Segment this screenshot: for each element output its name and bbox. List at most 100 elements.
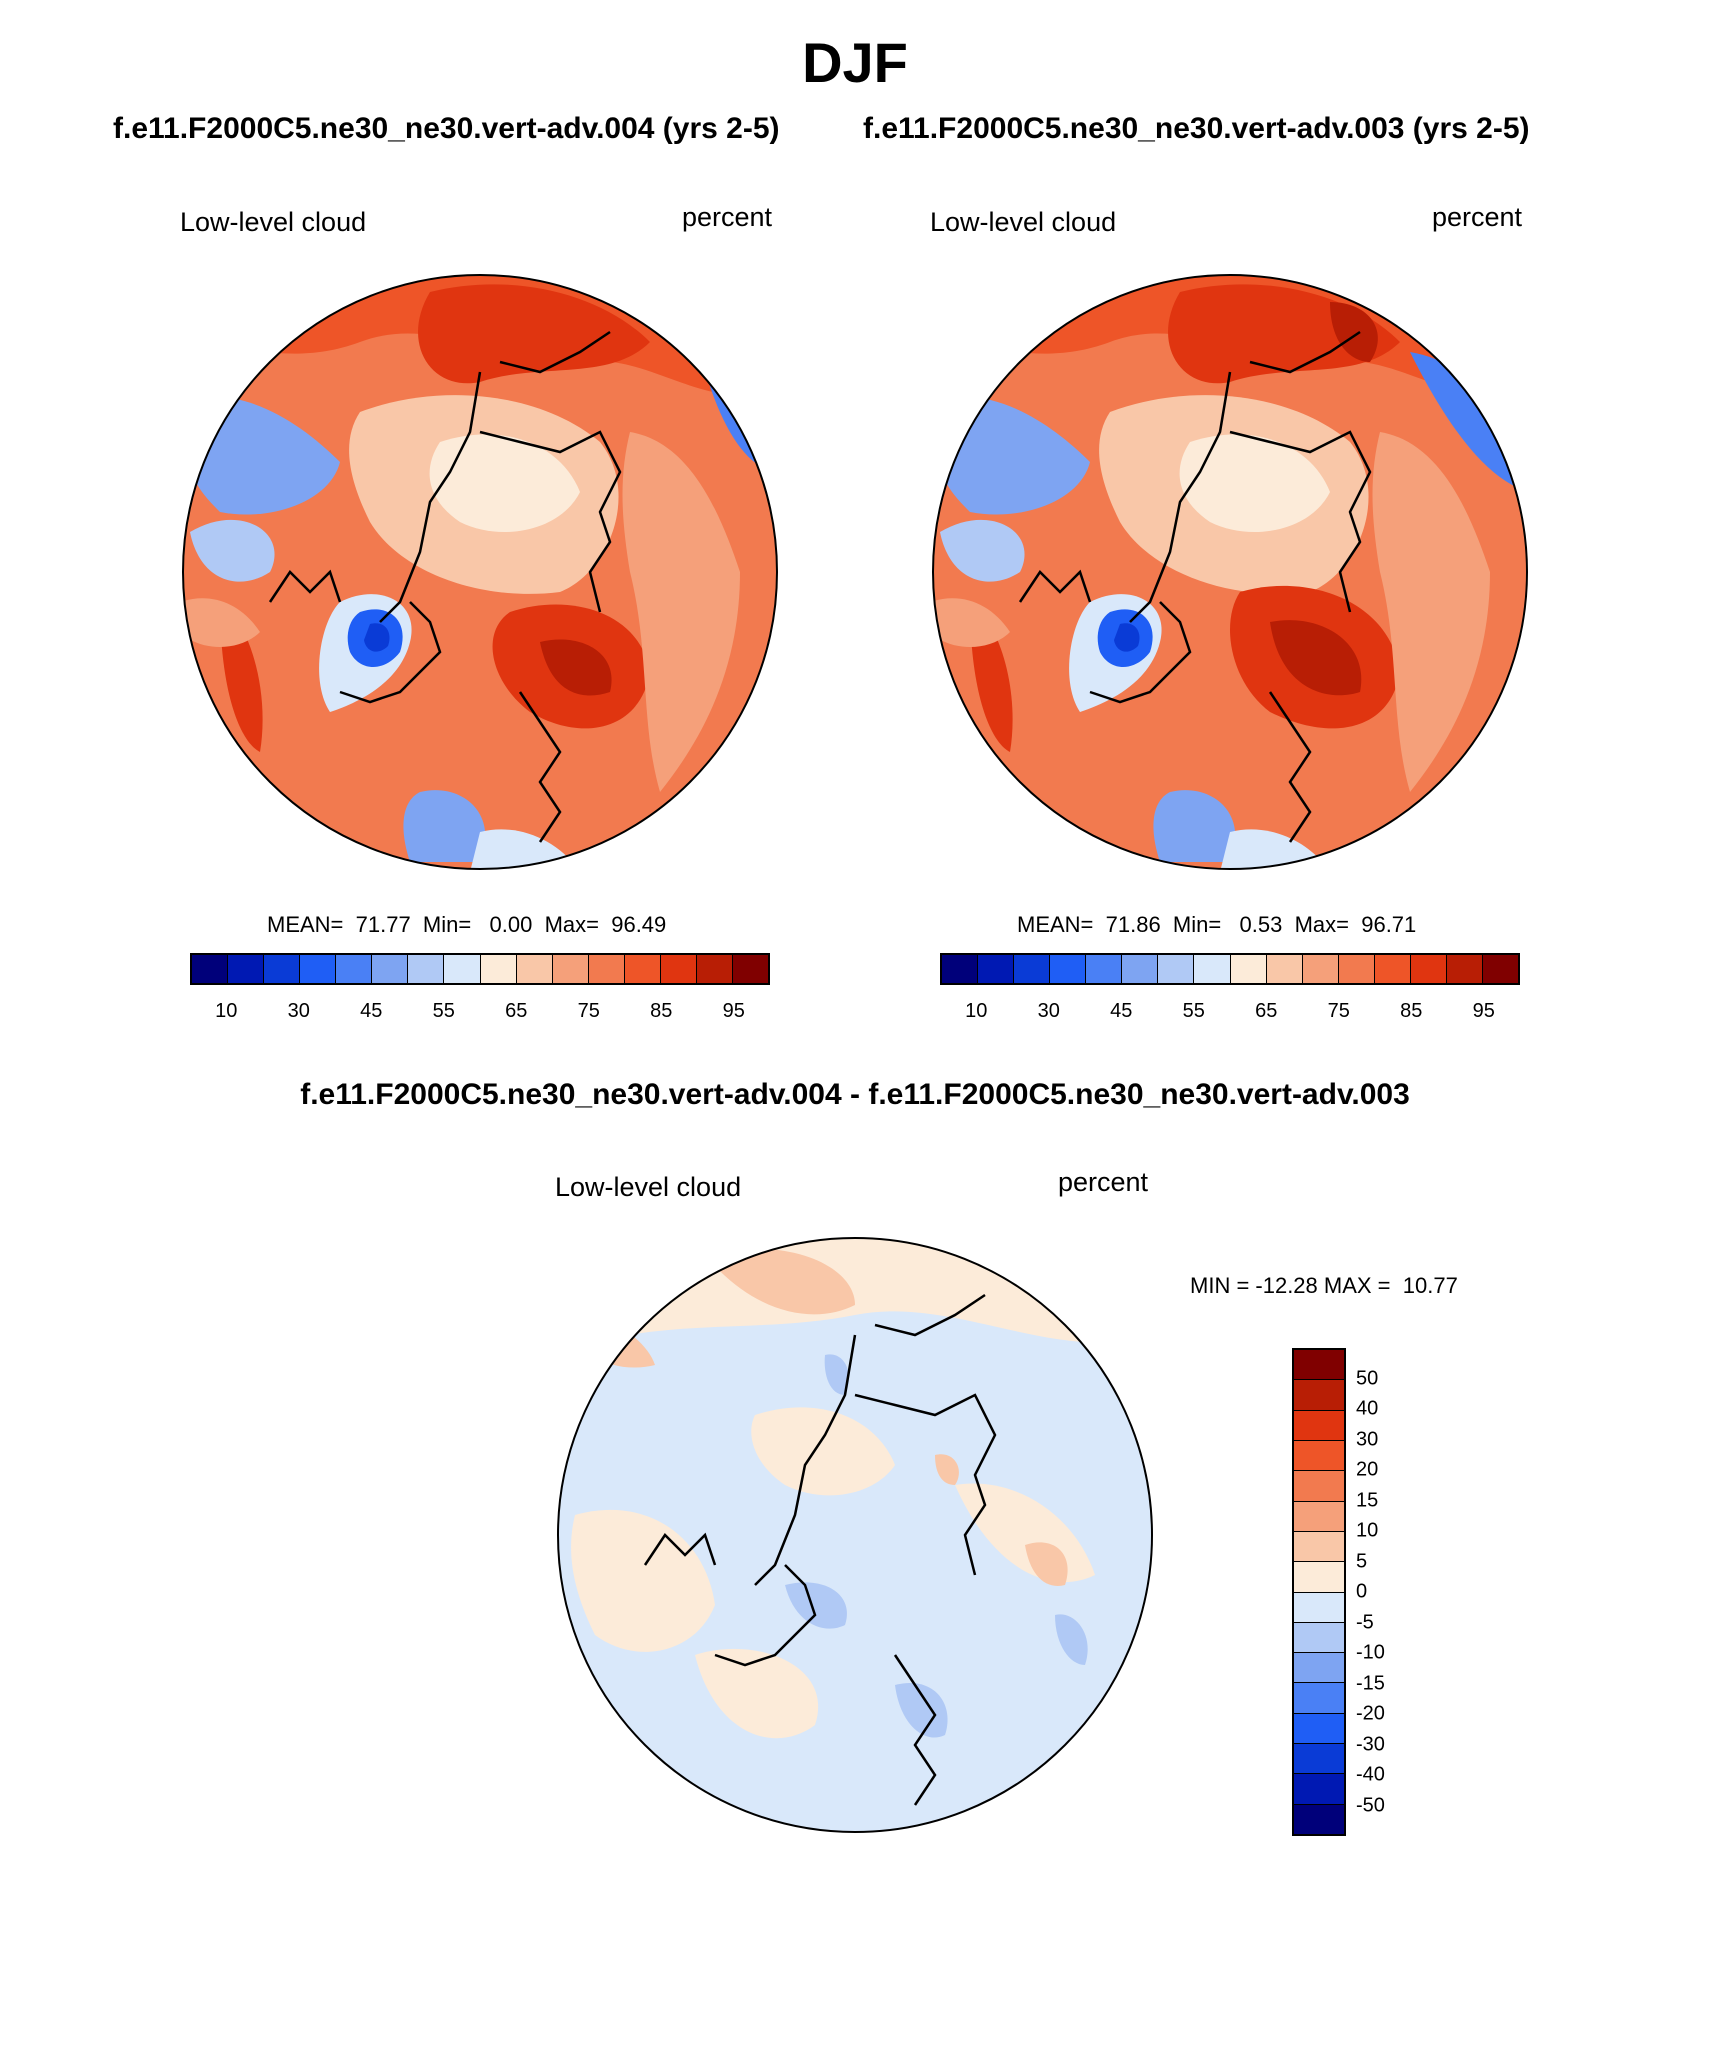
panel2-colorbar-swatch [1230, 955, 1267, 983]
diff-colorbar-tick-label: 20 [1356, 1458, 1379, 1481]
panel2-colorbar-swatch [1122, 955, 1159, 983]
panel1-colorbar-swatch [588, 955, 625, 983]
panel1-colorbar-swatch [480, 955, 517, 983]
panel1-colorbar-tick-label: 45 [360, 1000, 383, 1022]
panel1-colorbar-tick-label: 75 [577, 1000, 600, 1022]
panel2-colorbar-swatch [1086, 955, 1123, 983]
diff-colorbar-tick-label: -20 [1356, 1702, 1385, 1725]
diff-colorbar-swatch [1294, 1622, 1344, 1654]
panel2-colorbar-tick-label: 65 [1255, 1000, 1278, 1022]
panel1-colorbar-swatch [264, 955, 301, 983]
diff-colorbar-swatch [1294, 1501, 1344, 1532]
diff-colorbar-swatch [1294, 1592, 1344, 1623]
diff-colorbar-tick-label: -40 [1356, 1763, 1385, 1786]
panel2-case-title: f.e11.F2000C5.ne30_ne30.vert-adv.003 (yr… [863, 112, 1530, 145]
panel2-colorbar-tick-label: 55 [1182, 1000, 1205, 1022]
panel1-colorbar-tick-label: 65 [505, 1000, 528, 1022]
diff-colorbar-swatch [1294, 1562, 1344, 1593]
diff-colorbar-swatch [1294, 1440, 1344, 1472]
panel1-colorbar-swatch [192, 955, 229, 983]
panel1-colorbar-tick-label: 95 [722, 1000, 745, 1022]
diff-colorbar-swatch [1294, 1653, 1344, 1684]
diff-colorbar-swatch [1294, 1531, 1344, 1563]
panel1-colorbar-swatch [300, 955, 337, 983]
diff-colorbar-swatch [1294, 1683, 1344, 1714]
panel1-colorbar-tick-label: 10 [215, 1000, 238, 1022]
diff-colorbar-tick-label: -5 [1356, 1611, 1374, 1633]
diff-units-label: percent [1058, 1167, 1149, 1197]
panel2-colorbar-swatch [942, 955, 979, 983]
panel1-colorbar-swatch [660, 955, 697, 983]
panel2-colorbar-swatch [1338, 955, 1375, 983]
panel1-colorbar-tick-label: 30 [287, 1000, 310, 1022]
diff-colorbar [1292, 1348, 1346, 1836]
diff-colorbar-labels: 50 40 30 20 15 10 5 0 -5 -10 -15 -20 -30 -40 -50 [1356, 1348, 1416, 1836]
panel2-colorbar-swatch [1302, 955, 1339, 983]
panel2-colorbar-tick-label: 45 [1110, 1000, 1133, 1022]
panel1-case-title: f.e11.F2000C5.ne30_ne30.vert-adv.004 (yr… [113, 112, 780, 145]
panel2-colorbar-swatch [1482, 955, 1518, 983]
panel2-polar-map [932, 274, 1528, 870]
panel2-colorbar-swatch [1446, 955, 1483, 983]
diff-colorbar-swatch [1294, 1380, 1344, 1411]
diff-colorbar-swatch [1294, 1471, 1344, 1502]
panel2-colorbar-tick-label: 30 [1037, 1000, 1060, 1022]
panel1-colorbar-swatch [444, 955, 481, 983]
panel2-colorbar-tick-label: 85 [1400, 1000, 1423, 1022]
panel2-stats: MEAN= 71.86 Min= 0.53 Max= 96.71 [1017, 912, 1417, 937]
diff-colorbar-tick-label: -10 [1356, 1641, 1385, 1664]
diff-colorbar-tick-label: 0 [1356, 1580, 1368, 1603]
panel1-colorbar-swatch [732, 955, 768, 983]
diff-colorbar-tick-label: 15 [1356, 1489, 1379, 1511]
panel1-units-label: percent [682, 202, 773, 232]
diff-variable-label: Low-level cloud [555, 1172, 742, 1202]
panel2-colorbar-swatch [1014, 955, 1051, 983]
panel2-units-label: percent [1432, 202, 1523, 232]
panel2-colorbar-labels: 10 30 45 55 65 75 85 95 [940, 1000, 1520, 1030]
panel1-colorbar-swatch [336, 955, 373, 983]
diff-colorbar-tick-label: 10 [1356, 1519, 1379, 1542]
panel2-colorbar-tick-label: 75 [1327, 1000, 1350, 1022]
diff-colorbar-tick-label: -50 [1356, 1794, 1385, 1816]
diff-colorbar-swatch [1294, 1744, 1344, 1775]
panel1-variable-label: Low-level cloud [180, 207, 367, 237]
figure-title: DJF [802, 31, 908, 94]
diff-polar-map [557, 1237, 1153, 1833]
panel1-colorbar-swatch [228, 955, 265, 983]
diff-colorbar-swatch [1294, 1713, 1344, 1745]
panel2-colorbar-swatch [1266, 955, 1303, 983]
panel2-variable-label: Low-level cloud [930, 207, 1117, 237]
panel1-colorbar-swatch [696, 955, 733, 983]
panel1-colorbar-swatch [408, 955, 445, 983]
diff-colorbar-tick-label: -30 [1356, 1733, 1385, 1755]
panel1-stats: MEAN= 71.77 Min= 0.00 Max= 96.49 [267, 912, 667, 937]
panel1-colorbar-labels: 10 30 45 55 65 75 85 95 [190, 1000, 770, 1030]
diff-stats: MIN = -12.28 MAX = 10.77 [1190, 1273, 1458, 1298]
diff-colorbar-swatch [1294, 1410, 1344, 1441]
panel2-colorbar [940, 953, 1520, 985]
diff-colorbar-tick-label: -15 [1356, 1672, 1385, 1694]
panel2-colorbar-swatch [978, 955, 1015, 983]
panel2-colorbar-tick-label: 10 [965, 1000, 988, 1022]
diff-colorbar-swatch [1294, 1804, 1344, 1834]
panel2-colorbar-swatch [1050, 955, 1087, 983]
diff-colorbar-tick-label: 30 [1356, 1428, 1379, 1450]
panel2-colorbar-swatch [1374, 955, 1411, 983]
panel1-colorbar-swatch [372, 955, 409, 983]
panel1-polar-map [182, 274, 778, 870]
panel1-colorbar-tick-label: 55 [432, 1000, 455, 1022]
panel2-colorbar-swatch [1410, 955, 1447, 983]
diff-colorbar-swatch [1294, 1350, 1344, 1381]
panel1-colorbar-swatch [552, 955, 589, 983]
diff-colorbar-tick-label: 40 [1356, 1397, 1379, 1420]
diff-colorbar-tick-label: 50 [1356, 1367, 1379, 1389]
diff-title: f.e11.F2000C5.ne30_ne30.vert-adv.004 - f… [300, 1078, 1410, 1111]
panel1-colorbar-swatch [624, 955, 661, 983]
panel1-colorbar-tick-label: 85 [650, 1000, 673, 1022]
diff-colorbar-tick-label: 5 [1356, 1550, 1368, 1572]
panel2-colorbar-swatch [1158, 955, 1195, 983]
diff-colorbar-swatch [1294, 1774, 1344, 1805]
panel2-colorbar-swatch [1194, 955, 1231, 983]
panel2-colorbar-tick-label: 95 [1472, 1000, 1495, 1022]
panel1-colorbar [190, 953, 770, 985]
